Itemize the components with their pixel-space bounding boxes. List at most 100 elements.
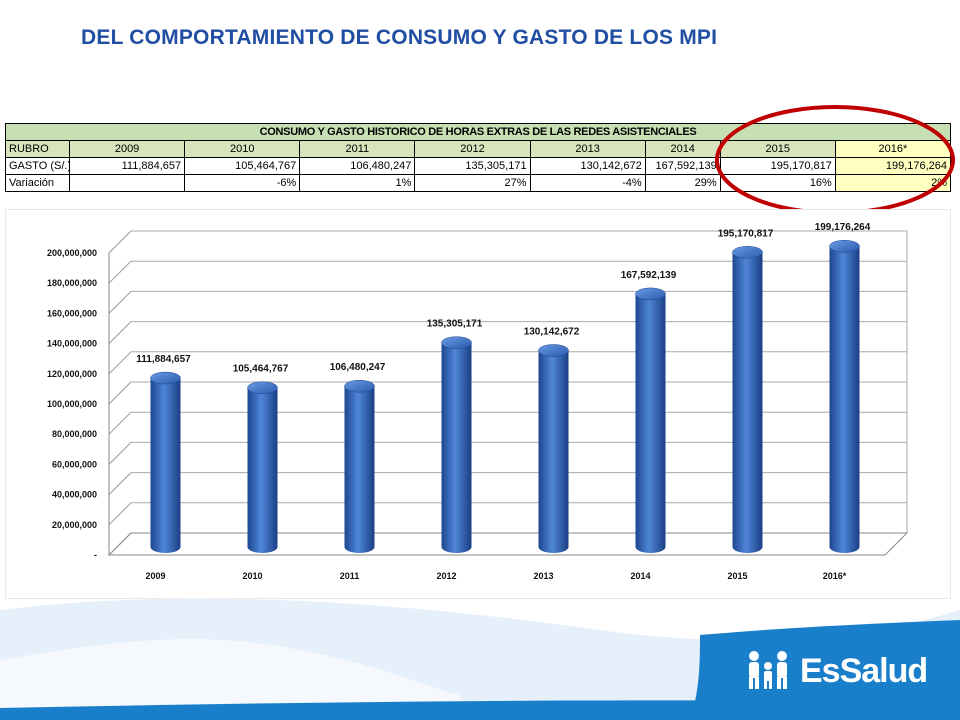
chart-axes: - 20,000,000 40,000,000 60,000,000 80,000,00… [47, 231, 909, 560]
x-tick-label: 2010 [242, 571, 262, 581]
header-year: 2012 [414, 140, 531, 158]
bottom-decoration [0, 598, 960, 720]
bar [829, 239, 860, 553]
bar-body [635, 293, 666, 553]
highlight-ellipse [715, 105, 955, 215]
x-tick-label: 2009 [145, 571, 165, 581]
family-logo-icon [749, 651, 787, 689]
bar-top [441, 336, 472, 349]
gridline-depth [108, 291, 132, 314]
bar-top [247, 381, 278, 394]
data-table: CONSUMO Y GASTO HISTORICO DE HORAS EXTRA… [5, 123, 952, 192]
gridline-depth [108, 502, 132, 526]
bar [732, 246, 763, 554]
data-label: 167,592,139 [621, 270, 677, 281]
table-cell: 106,480,247 [299, 157, 416, 175]
bar-top [538, 344, 569, 357]
bar [635, 287, 666, 553]
data-label: 111,884,657 [136, 354, 191, 365]
deco-bottom-stripe [0, 700, 960, 720]
table-header-row: RUBRO 2009 2010 2011 2012 2013 2014 2015… [5, 140, 952, 158]
gridline-depth [108, 442, 132, 465]
y-tick-label: 80,000,000 [52, 429, 97, 439]
x-tick-label: 2016* [823, 571, 847, 581]
data-label: 105,464,767 [233, 364, 289, 375]
x-tick-label: 2014 [630, 571, 650, 581]
data-label: 199,176,264 [815, 222, 871, 233]
data-label: 106,480,247 [330, 362, 386, 373]
bar-chart: - 20,000,000 40,000,000 60,000,000 80,000,00… [5, 209, 951, 599]
header-rubro: RUBRO [5, 140, 70, 158]
bar [344, 379, 375, 553]
table-cell: 130,142,672 [529, 157, 646, 175]
gridline-depth [108, 472, 132, 495]
table-cell: 111,884,657 [68, 157, 186, 175]
gridline-depth [108, 230, 132, 254]
chart-background [5, 209, 951, 599]
slide-title: DEL COMPORTAMIENTO DE CONSUMO Y GASTO DE… [81, 26, 718, 49]
brand-logo: EsSalud [800, 652, 928, 690]
y-tick-label: 60,000,000 [52, 459, 97, 469]
header-year: 2013 [529, 140, 646, 158]
bar [441, 336, 472, 553]
x-tick-label: 2013 [533, 571, 553, 581]
header-year: 2009 [68, 140, 186, 158]
bar [150, 371, 181, 553]
bar-top [344, 379, 375, 393]
table-cell: 27% [414, 174, 531, 192]
bar-top [635, 287, 666, 301]
table-title-row: CONSUMO Y GASTO HISTORICO DE HORAS EXTRA… [5, 123, 951, 141]
table-cell: 105,464,767 [184, 157, 301, 175]
deco-wave-white [0, 639, 460, 720]
x-tick-label: 2015 [727, 571, 747, 581]
y-tick-label: 180,000,000 [47, 278, 97, 288]
table-cell: 135,305,171 [414, 157, 531, 175]
bar-body [732, 252, 763, 554]
bar-body [344, 386, 375, 553]
y-tick-label: - [94, 550, 97, 560]
bar-body [150, 378, 181, 553]
header-year: 2010 [184, 140, 301, 158]
bar-body [441, 342, 472, 553]
y-tick-label: 160,000,000 [47, 308, 97, 318]
x-tick-label: 2012 [436, 571, 456, 581]
table-cell: 167,592,139 [644, 157, 721, 175]
table-cell: -6% [184, 174, 301, 192]
table-cell: -4% [529, 174, 646, 192]
row-label: GASTO (S/.) [5, 157, 70, 175]
gridline-depth [108, 351, 132, 375]
bar [538, 344, 569, 553]
bar-body [829, 246, 860, 553]
bar-top [732, 246, 763, 259]
bar [247, 381, 278, 553]
data-label: 130,142,672 [524, 326, 580, 337]
y-tick-label: 140,000,000 [47, 339, 97, 349]
bar-body [247, 387, 278, 553]
y-tick-label: 100,000,000 [47, 399, 97, 409]
chart-bars [150, 239, 860, 554]
table-cell: 195,170,817 [719, 157, 836, 175]
chart-labels: 111,884,657 2009 105,464,767 2010 106,480,24… [136, 222, 870, 581]
y-tick-label: 40,000,000 [52, 490, 97, 500]
chart-frame: - 20,000,000 40,000,000 60,000,000 80,000,00… [5, 209, 951, 599]
x-tick-label: 2011 [340, 571, 360, 581]
row-label: Variación [5, 174, 70, 192]
bar-body [538, 350, 569, 553]
gridline-depth [108, 321, 132, 344]
table-cell [68, 174, 186, 192]
deco-brand-panel [690, 620, 960, 720]
bar-top [829, 239, 860, 253]
header-year: 2015 [719, 140, 836, 158]
header-year: 2011 [299, 140, 416, 158]
data-label: 135,305,171 [427, 319, 483, 330]
y-tick-label: 120,000,000 [47, 369, 97, 379]
data-label: 195,170,817 [718, 228, 774, 239]
y-tick-label: 200,000,000 [47, 248, 97, 258]
table-cell: 1% [299, 174, 416, 192]
table-title: CONSUMO Y GASTO HISTORICO DE HORAS EXTRA… [5, 123, 951, 141]
bar-top [150, 371, 181, 385]
y-tick-label: 20,000,000 [52, 520, 97, 530]
gridline-depth [108, 411, 132, 435]
highlight-ellipse-shape [715, 105, 955, 215]
header-year: 2014 [644, 140, 721, 158]
